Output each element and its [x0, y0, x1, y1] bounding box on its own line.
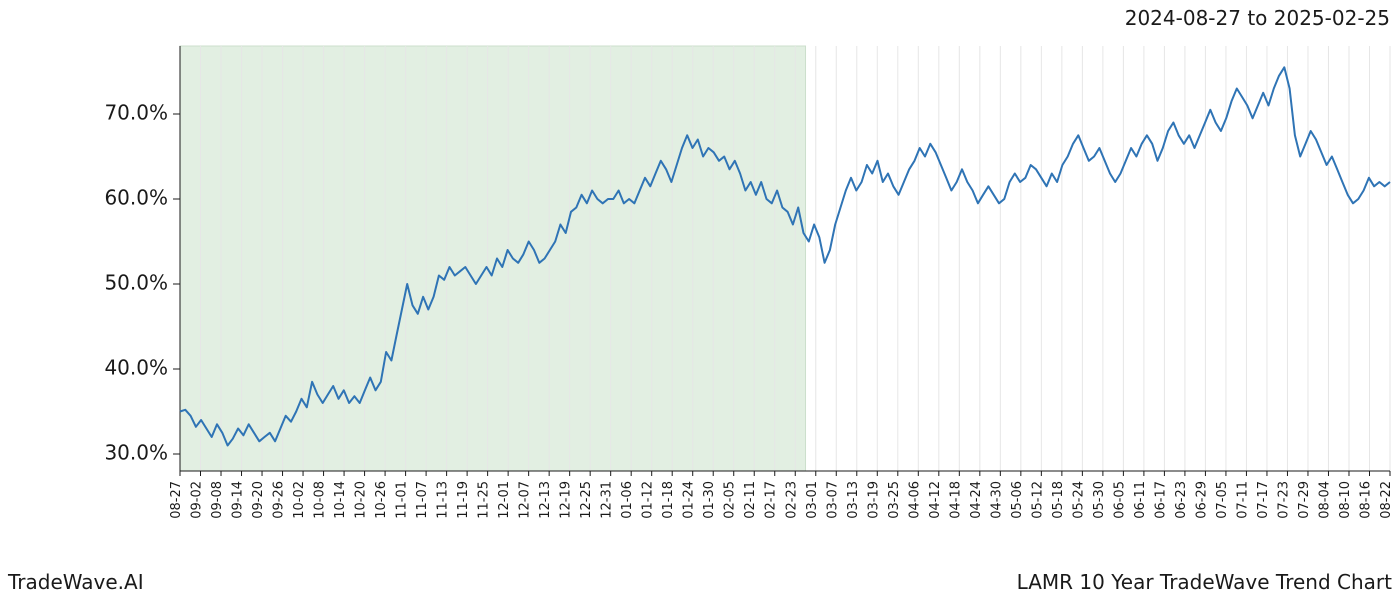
xtick-label: 06-23 [1174, 481, 1189, 519]
xtick-label: 07-23 [1276, 481, 1291, 519]
xtick-label: 01-06 [620, 481, 635, 519]
xtick-label: 02-23 [784, 481, 799, 519]
xtick-label: 05-30 [1092, 481, 1107, 519]
xtick-label: 08-16 [1358, 481, 1373, 519]
xtick-label: 08-10 [1338, 481, 1353, 519]
xtick-label: 08-27 [169, 481, 184, 519]
ytick-label: 70.0% [104, 101, 168, 125]
xtick-label: 12-13 [538, 481, 553, 519]
xtick-label: 06-11 [1133, 481, 1148, 519]
xtick-label: 04-30 [989, 481, 1004, 519]
xtick-label: 03-13 [846, 481, 861, 519]
shaded-range [180, 46, 806, 471]
xtick-label: 07-17 [1256, 481, 1271, 519]
xtick-label: 11-13 [436, 481, 451, 519]
xtick-label: 08-04 [1317, 481, 1332, 519]
xtick-label: 01-18 [661, 481, 676, 519]
chart-svg: 30.0% 40.0% 50.0% 60.0% 70.0% 08-27 09-02 09-08… [0, 36, 1400, 556]
xtick-label: 06-29 [1194, 481, 1209, 519]
xtick-label: 02-05 [723, 481, 738, 519]
chart-title: LAMR 10 Year TradeWave Trend Chart [1017, 570, 1392, 594]
xtick-label: 09-14 [231, 481, 246, 519]
xtick-label: 05-24 [1071, 481, 1086, 519]
xtick-label: 11-07 [415, 481, 430, 519]
xtick-label: 09-26 [272, 481, 287, 519]
xtick-label: 11-01 [395, 481, 410, 519]
xtick-label: 03-07 [825, 481, 840, 519]
xtick-label: 02-17 [764, 481, 779, 519]
xtick-label: 06-05 [1112, 481, 1127, 519]
ytick-label: 50.0% [104, 271, 168, 295]
xtick-label: 11-19 [456, 481, 471, 519]
ytick-label: 40.0% [104, 356, 168, 380]
ytick-label: 60.0% [104, 186, 168, 210]
xtick-label: 09-20 [251, 481, 266, 519]
xtick-label: 01-24 [682, 481, 697, 519]
xtick-label: 11-25 [477, 481, 492, 519]
xtick-label: 07-29 [1297, 481, 1312, 519]
xtick-label: 05-06 [1010, 481, 1025, 519]
brand-label: TradeWave.AI [8, 570, 144, 594]
xtick-label: 10-20 [354, 481, 369, 519]
xtick-label: 10-08 [313, 481, 328, 519]
xtick-label: 12-19 [559, 481, 574, 519]
xtick-label: 05-12 [1030, 481, 1045, 519]
xtick-label: 04-12 [928, 481, 943, 519]
xtick-label: 08-22 [1379, 481, 1394, 519]
xtick-label: 01-30 [702, 481, 717, 519]
xtick-label: 09-02 [190, 481, 205, 519]
xtick-label: 07-05 [1215, 481, 1230, 519]
xtick-label: 12-07 [518, 481, 533, 519]
xtick-label: 02-11 [743, 481, 758, 519]
xtick-label: 12-25 [579, 481, 594, 519]
xtick-label: 12-01 [497, 481, 512, 519]
ytick-label: 30.0% [104, 441, 168, 465]
xtick-label: 07-11 [1235, 481, 1250, 519]
xtick-label: 06-17 [1153, 481, 1168, 519]
xtick-label: 01-12 [641, 481, 656, 519]
trend-chart: 30.0% 40.0% 50.0% 60.0% 70.0% 08-27 09-02 09-08… [0, 36, 1400, 556]
xtick-label: 04-24 [969, 481, 984, 519]
xtick-label: 03-01 [805, 481, 820, 519]
xtick-label: 12-31 [600, 481, 615, 519]
xtick-label: 10-14 [333, 481, 348, 519]
xtick-label: 04-18 [948, 481, 963, 519]
date-range: 2024-08-27 to 2025-02-25 [1125, 6, 1390, 30]
xtick-label: 05-18 [1051, 481, 1066, 519]
xtick-label: 10-26 [374, 481, 389, 519]
xtick-label: 09-08 [210, 481, 225, 519]
xtick-label: 03-19 [866, 481, 881, 519]
xtick-label: 04-06 [907, 481, 922, 519]
xtick-label: 03-25 [887, 481, 902, 519]
xtick-label: 10-02 [292, 481, 307, 519]
